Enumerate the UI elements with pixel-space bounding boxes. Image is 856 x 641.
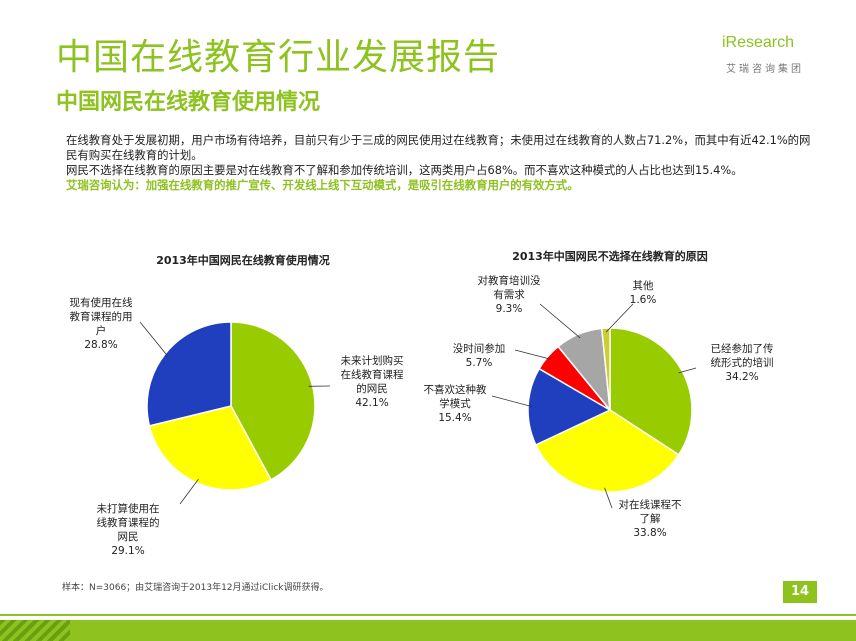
bottom-rule — [0, 614, 856, 616]
paragraph-conclusion: 艾瑞咨询认为：加强在线教育的推广宣传、开发线上线下互动模式，是吸引在线教育用户的… — [66, 178, 579, 192]
slice-value-label: 42.1% — [355, 397, 388, 409]
slice-category-label: 户 — [96, 324, 107, 337]
slice-value-label: 34.2% — [725, 371, 758, 383]
slice-value-label: 1.6% — [630, 294, 657, 306]
leader-line — [139, 321, 169, 357]
paragraph-reasons: 网民不选择在线教育的原因主要是对在线教育不了解和参加传统培训，这两类用户占68%… — [66, 163, 743, 177]
slice-value-label: 5.7% — [466, 357, 493, 369]
slice-category-label: 没时间参加 — [453, 342, 506, 355]
body-text: 在线教育处于发展初期，用户市场有待培养，目前只有少于三成的网民使用过在线教育；未… — [66, 133, 812, 193]
iresearch-logo: iResearch 艾瑞咨询集团 — [722, 34, 812, 75]
slice-value-label: 28.8% — [84, 339, 117, 351]
slice-category-label: 教育课程的用 — [70, 310, 133, 323]
slice-category-label: 已经参加了传 — [711, 342, 774, 355]
slice-category-label: 网民 — [118, 531, 139, 543]
slice-category-label: 未打算使用在 — [97, 502, 160, 515]
page-number: 14 — [783, 581, 817, 603]
slice-category-label: 其他 — [633, 279, 654, 292]
slice-category-label: 了解 — [640, 512, 661, 525]
pie-slice — [146, 321, 232, 427]
pie-slice — [230, 321, 316, 481]
slice-value-label: 9.3% — [496, 303, 523, 315]
bottom-bar — [0, 620, 856, 641]
slice-category-label: 未来计划购买 — [341, 354, 404, 367]
leader-line — [678, 367, 697, 374]
slice-category-label: 学模式 — [439, 397, 471, 410]
slice-category-label: 在线教育课程 — [341, 368, 404, 381]
pie-slice — [148, 405, 273, 491]
chart-title: 2013年中国网民不选择在线教育的原因 — [512, 249, 708, 263]
page-subtitle: 中国网民在线教育使用情况 — [56, 90, 321, 115]
slice-category-label: 现有使用在线 — [70, 296, 133, 309]
leader-line — [539, 303, 581, 339]
logo-text: iResearch — [722, 34, 795, 51]
footnote: 样本：N=3066；由艾瑞咨询于2013年12月通过iClick调研获得。 — [62, 583, 329, 593]
slice-category-label: 不喜欢这种教 — [424, 383, 487, 396]
slice-value-label: 33.8% — [633, 527, 666, 539]
slice-category-label: 的网民 — [356, 382, 388, 395]
slice-category-label: 统形式的培训 — [711, 356, 774, 369]
bottom-bar-stripes — [0, 620, 70, 641]
slice-category-label: 对在线课程不 — [619, 498, 682, 511]
slice-value-label: 29.1% — [111, 545, 144, 557]
leader-line — [491, 395, 533, 407]
leader-line — [514, 349, 551, 360]
pie-slice — [527, 367, 612, 446]
leader-line — [605, 303, 634, 333]
leader-line — [604, 487, 613, 509]
slice-category-label: 对教育培训没 — [478, 274, 541, 287]
paragraph-usage: 在线教育处于发展初期，用户市场有待培养，目前只有少于三成的网民使用过在线教育；未… — [66, 133, 811, 162]
leader-line — [179, 478, 199, 505]
logo-subtext: 艾瑞咨询集团 — [726, 64, 804, 75]
slice-value-label: 15.4% — [438, 412, 471, 424]
slice-category-label: 线教育课程的 — [97, 516, 160, 529]
chart-title: 2013年中国网民在线教育使用情况 — [156, 253, 330, 267]
page-title: 中国在线教育行业发展报告 — [56, 37, 501, 78]
pie-slice — [534, 409, 680, 493]
slice-category-label: 有需求 — [493, 288, 525, 301]
